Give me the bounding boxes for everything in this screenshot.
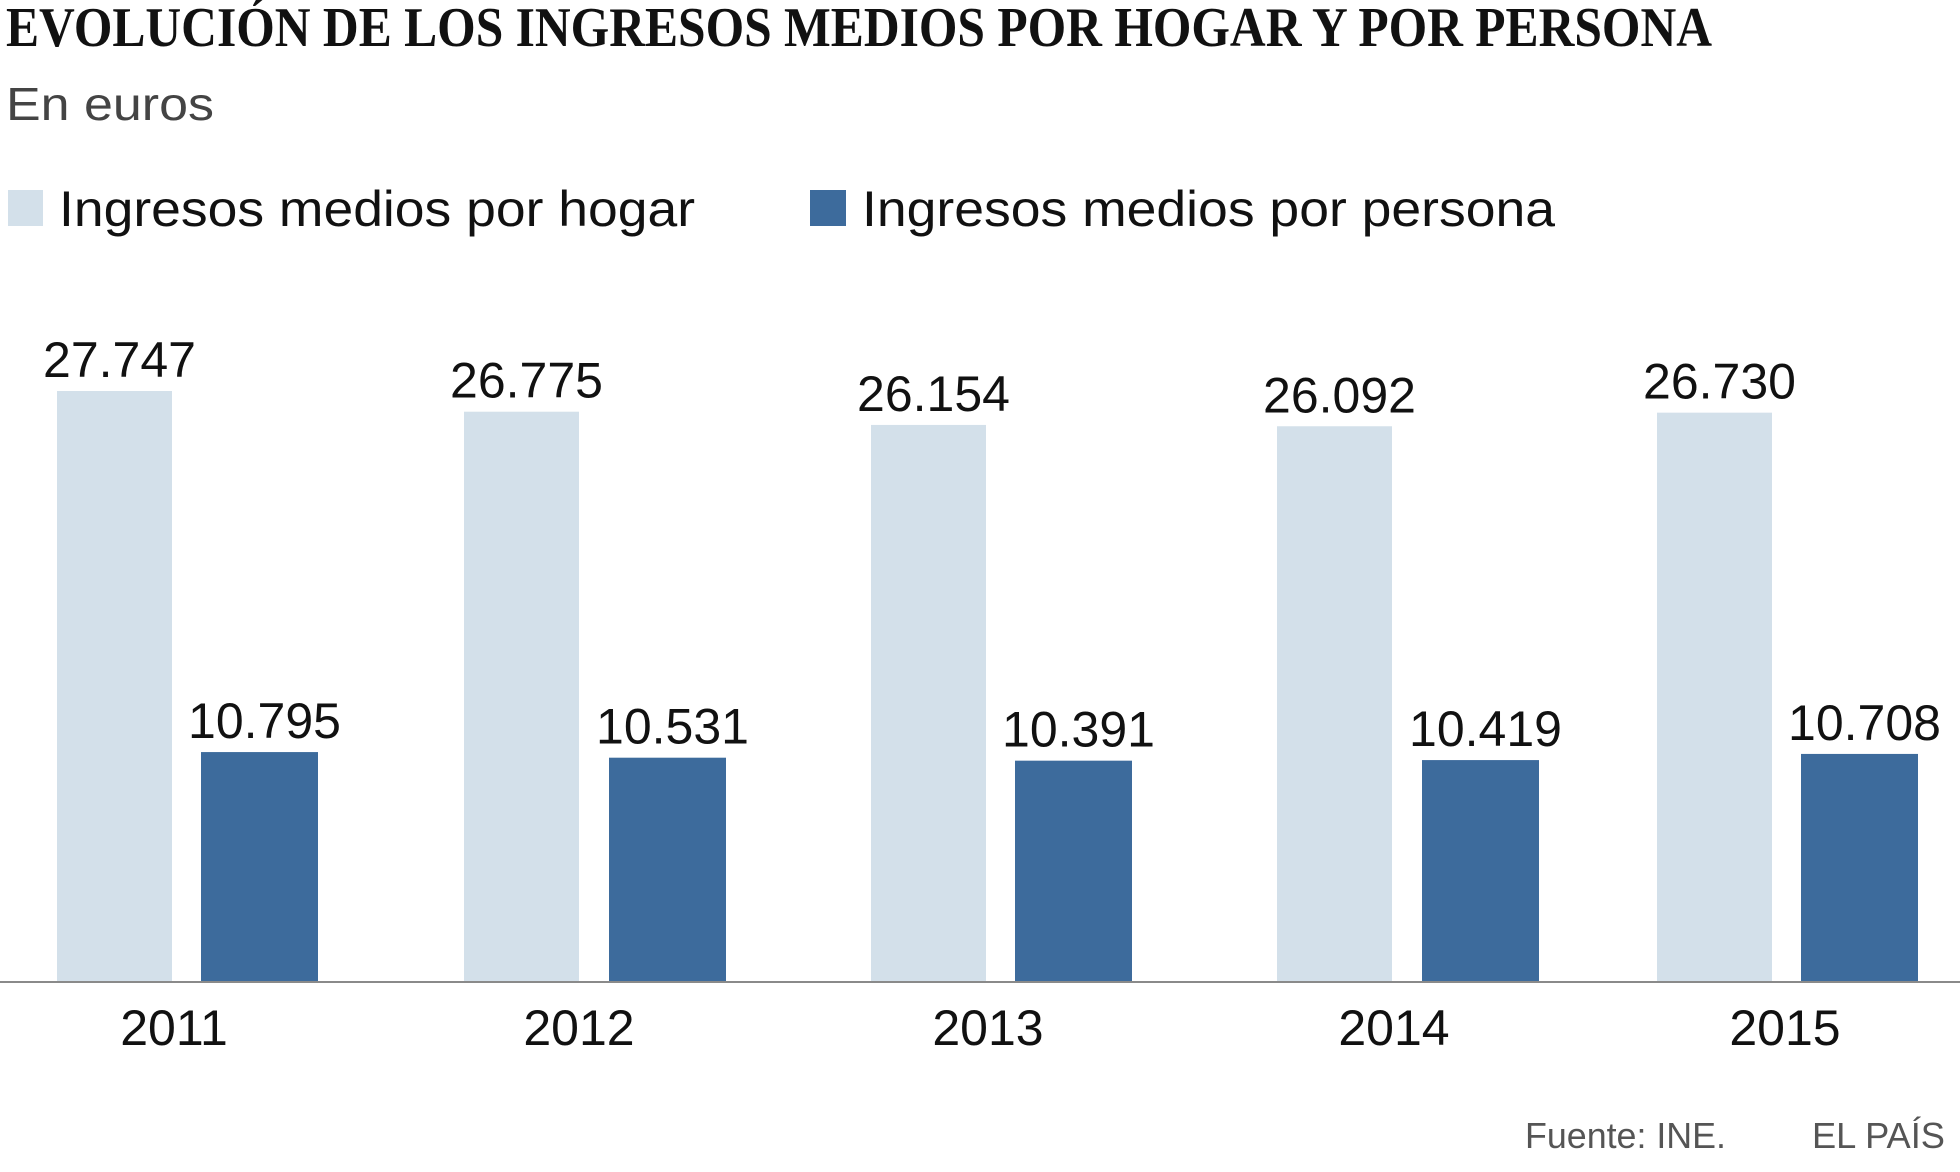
legend-swatch-persona [810, 190, 846, 226]
value-label-hogar-2013: 26.154 [857, 366, 1010, 422]
x-tick-label-2013: 2013 [932, 1000, 1043, 1056]
value-label-persona-2015: 10.708 [1788, 695, 1941, 751]
source-note: Fuente: INE. [1525, 1115, 1726, 1156]
value-label-persona-2013: 10.391 [1002, 702, 1155, 758]
x-tick-label-2014: 2014 [1338, 1000, 1449, 1056]
bar-persona-2015 [1801, 753, 1918, 982]
chart-subtitle: En euros [6, 78, 214, 130]
bar-hogar-2011 [57, 391, 172, 982]
value-label-persona-2014: 10.419 [1409, 701, 1562, 757]
x-tick-label-2012: 2012 [523, 1000, 634, 1056]
legend-swatch-hogar [8, 190, 43, 226]
x-tick-label-2011: 2011 [120, 1000, 228, 1056]
bar-persona-2013 [1015, 760, 1132, 982]
value-label-persona-2012: 10.531 [596, 699, 749, 755]
bar-persona-2014 [1422, 760, 1539, 982]
bar-hogar-2015 [1657, 412, 1772, 982]
bar-hogar-2014 [1277, 426, 1392, 982]
brand-logo: EL PAÍS [1812, 1115, 1945, 1156]
chart-title: EVOLUCIÓN DE LOS INGRESOS MEDIOS POR HOG… [6, 0, 1712, 59]
legend-label-persona: Ingresos medios por persona [862, 181, 1555, 237]
legend-label-hogar: Ingresos medios por hogar [59, 181, 695, 237]
bar-hogar-2012 [464, 411, 579, 982]
bar-persona-2011 [201, 752, 318, 982]
bar-persona-2012 [609, 757, 726, 982]
bar-hogar-2013 [871, 424, 986, 982]
value-label-persona-2011: 10.795 [188, 693, 341, 749]
value-label-hogar-2012: 26.775 [450, 353, 603, 409]
value-label-hogar-2015: 26.730 [1643, 354, 1796, 410]
value-label-hogar-2011: 27.747 [43, 332, 196, 388]
x-tick-label-2015: 2015 [1729, 1000, 1840, 1056]
value-label-hogar-2014: 26.092 [1263, 367, 1416, 423]
